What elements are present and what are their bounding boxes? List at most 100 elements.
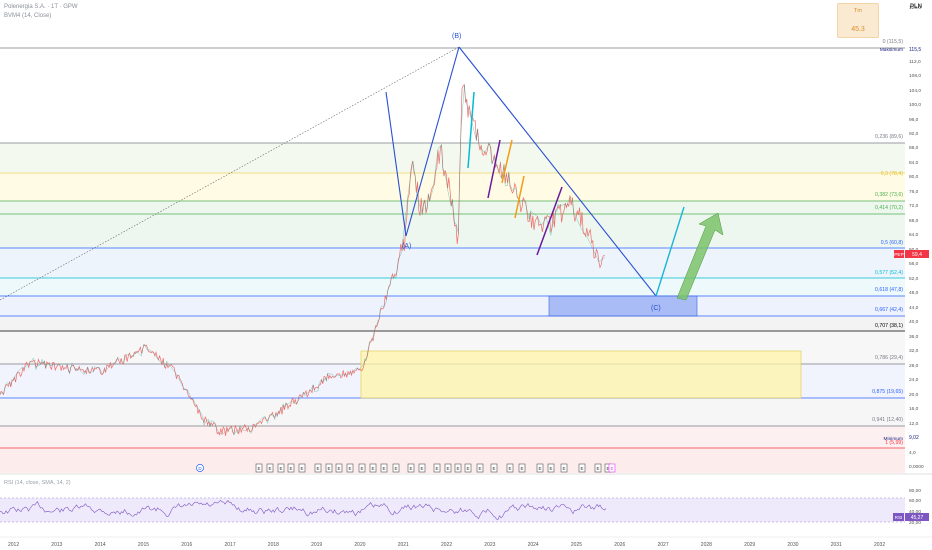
svg-text:E: E — [446, 466, 449, 471]
earnings-marker[interactable]: E — [476, 463, 484, 473]
earnings-marker[interactable]: E — [277, 463, 285, 473]
svg-text:E: E — [606, 466, 609, 471]
svg-text:E: E — [371, 466, 374, 471]
rsi-value-tag — [893, 513, 904, 521]
time-tick: 2025 — [571, 542, 582, 548]
time-tick: 2029 — [744, 542, 755, 548]
time-tick: 2031 — [831, 542, 842, 548]
support-zone — [360, 350, 802, 399]
svg-text:E: E — [316, 466, 319, 471]
svg-text:E: E — [492, 466, 495, 471]
earnings-marker[interactable]: E — [298, 463, 306, 473]
svg-text:115,5: 115,5 — [909, 47, 921, 53]
time-tick: 2016 — [181, 542, 192, 548]
svg-text:59,4: 59,4 — [912, 252, 922, 258]
svg-text:RSI: RSI — [895, 515, 903, 520]
svg-text:PEP: PEP — [894, 252, 904, 258]
earnings-marker[interactable]: E — [444, 463, 452, 473]
earnings-marker[interactable]: E — [325, 463, 333, 473]
price-tick: 68,0 — [909, 218, 919, 224]
price-tick: 112,0 — [909, 59, 921, 65]
earnings-marker[interactable]: E — [506, 463, 514, 473]
earnings-marker[interactable]: E — [407, 463, 415, 473]
wave-label-a: (A) — [402, 243, 411, 250]
earnings-marker[interactable]: E — [392, 463, 400, 473]
earnings-marker[interactable]: E — [380, 463, 388, 473]
dividend-marker[interactable]: D — [196, 464, 204, 472]
earnings-marker[interactable]: E — [536, 463, 544, 473]
earnings-marker[interactable]: E — [433, 463, 441, 473]
fib-level-label: 0,5 (60,8) — [881, 240, 903, 246]
earnings-marker[interactable]: E — [266, 463, 274, 473]
price-tick: 92,0 — [909, 131, 919, 137]
currency-label[interactable]: PLN — [910, 4, 922, 10]
time-tick: 2017 — [225, 542, 236, 548]
price-tick: 40,0 — [909, 319, 919, 325]
time-tick: 2032 — [874, 542, 885, 548]
earnings-marker[interactable]: E — [594, 463, 602, 473]
price-tick: 64,0 — [909, 232, 919, 238]
earnings-marker[interactable]: E — [314, 463, 322, 473]
svg-text:E: E — [520, 466, 523, 471]
svg-text:E: E — [508, 466, 511, 471]
symbol-title: Polenergia S.A. · 1T · GPW — [4, 4, 78, 10]
earnings-marker[interactable]: E — [335, 463, 343, 473]
svg-text:E: E — [478, 466, 481, 471]
svg-text:E: E — [456, 466, 459, 471]
fib-level-label: 0,618 (47,8) — [875, 287, 903, 293]
fib-level-label: 0,667 (42,4) — [875, 307, 903, 313]
svg-text:E: E — [435, 466, 438, 471]
time-tick: 2030 — [787, 542, 798, 548]
indicator-badge[interactable]: Tm 45.3 — [837, 3, 879, 38]
price-tick: 44,0 — [909, 305, 919, 311]
time-tick: 2026 — [614, 542, 625, 548]
time-tick: 2023 — [484, 542, 495, 548]
fib-level-label: 0,786 (29,4) — [875, 355, 903, 361]
earnings-marker[interactable]: E — [346, 463, 354, 473]
trend-line-dotted — [0, 46, 460, 301]
earnings-marker[interactable]: E — [464, 463, 472, 473]
svg-text:Minimum: Minimum — [884, 436, 903, 442]
earnings-marker[interactable]: E — [454, 463, 462, 473]
fib-level-label: 0,236 (89,6) — [875, 134, 903, 140]
price-tick: 80,0 — [909, 174, 919, 180]
earnings-marker[interactable]: E — [358, 463, 366, 473]
svg-text:E: E — [289, 466, 292, 471]
earnings-marker[interactable]: E — [490, 463, 498, 473]
price-tick: 16,0 — [909, 406, 919, 412]
badge-title: Tm — [854, 8, 862, 14]
earnings-marker[interactable]: E — [518, 463, 526, 473]
earnings-marker[interactable]: E — [369, 463, 377, 473]
fib-level-label: 0,414 (70,2) — [875, 205, 903, 211]
rsi-series — [0, 499, 607, 520]
earnings-marker[interactable]: E — [560, 463, 568, 473]
price-tick: 88,0 — [909, 145, 919, 151]
time-tick: 2012 — [8, 542, 19, 548]
price-tick: 120,0 — [909, 5, 921, 11]
earnings-marker[interactable]: E — [418, 463, 426, 473]
price-tick: 0,0000 — [909, 464, 924, 470]
projection-line — [655, 206, 685, 297]
earnings-marker[interactable]: E — [287, 463, 295, 473]
earnings-marker[interactable]: E — [608, 463, 616, 473]
svg-text:E: E — [300, 466, 303, 471]
time-tick: 2020 — [354, 542, 365, 548]
time-tick: 2028 — [701, 542, 712, 548]
svg-text:E: E — [348, 466, 351, 471]
time-tick: 2022 — [441, 542, 452, 548]
projection-arrow — [676, 212, 724, 301]
earnings-marker[interactable]: E — [578, 463, 586, 473]
time-tick: 2015 — [138, 542, 149, 548]
svg-text:E: E — [610, 466, 613, 471]
svg-text:45,27: 45,27 — [911, 515, 924, 521]
earnings-marker[interactable]: E — [547, 463, 555, 473]
svg-text:E: E — [549, 466, 552, 471]
svg-text:E: E — [268, 466, 271, 471]
rsi-tick: 60,00 — [909, 498, 921, 504]
target-zone — [548, 295, 698, 317]
price-tick: 72,0 — [909, 203, 919, 209]
price-tick: 96,0 — [909, 117, 919, 123]
earnings-marker[interactable]: E — [255, 463, 263, 473]
svg-text:E: E — [409, 466, 412, 471]
